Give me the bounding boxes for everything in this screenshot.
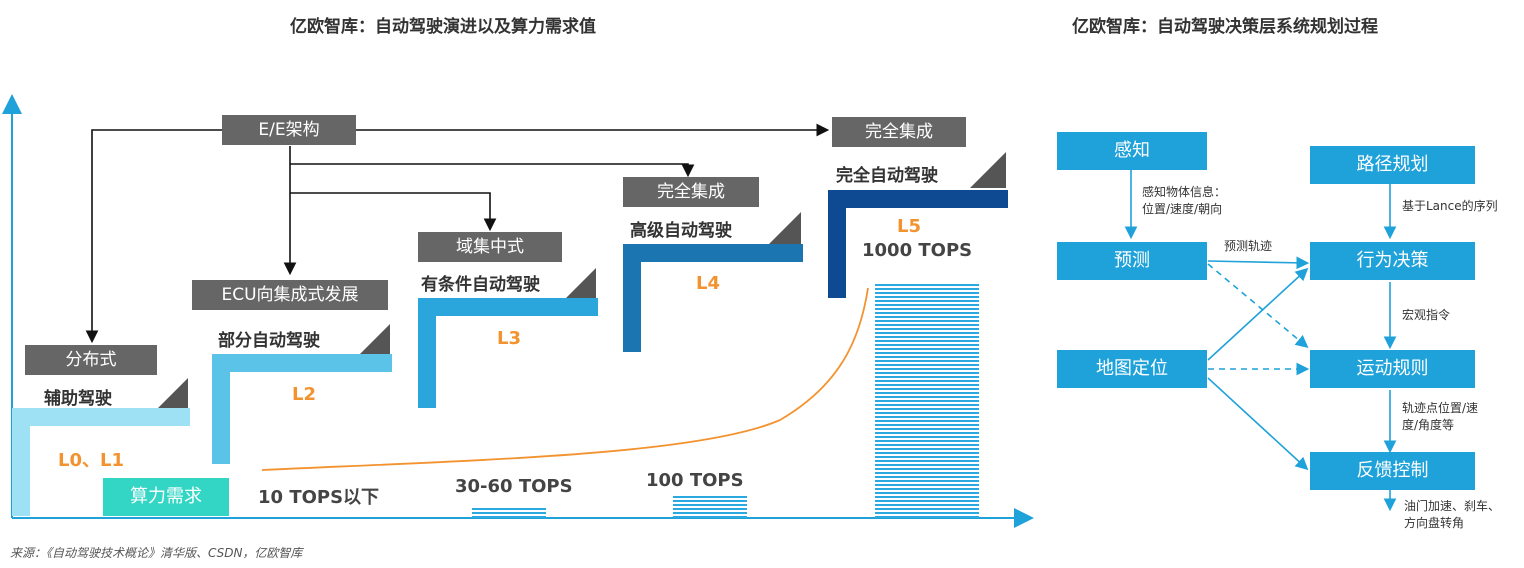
flow-label-perception-info-2: 位置/速度/朝向 bbox=[1142, 202, 1223, 216]
compute-value-1000: 1000 TOPS bbox=[862, 240, 973, 261]
level-name-l2: 部分自动驾驶 bbox=[218, 331, 320, 351]
step-l3 bbox=[418, 268, 598, 408]
step-l2 bbox=[212, 324, 392, 464]
flow-arrows bbox=[1124, 170, 1397, 512]
flow-label-control-outputs-2: 方向盘转角 bbox=[1404, 516, 1465, 530]
compute-growth-curve bbox=[261, 287, 869, 471]
compute-bar-1000 bbox=[875, 282, 979, 518]
flow-label-macro-command: 宏观指令 bbox=[1402, 308, 1451, 322]
compute-demand-label: 算力需求 bbox=[103, 478, 229, 516]
compute-value-10: 10 TOPS以下 bbox=[258, 487, 380, 508]
flow-perception-box: 感知 bbox=[1057, 132, 1207, 170]
flow-label-perception-info-1: 感知物体信息： bbox=[1142, 185, 1227, 199]
step-l5 bbox=[828, 152, 1008, 298]
flow-feedback-control-box: 反馈控制 bbox=[1310, 452, 1475, 490]
compute-bar-100 bbox=[673, 494, 747, 518]
level-name-l3: 有条件自动驾驶 bbox=[421, 275, 540, 295]
flow-route-planning-box: 路径规划 bbox=[1310, 146, 1475, 184]
level-code-l3: L3 bbox=[497, 328, 521, 349]
flow-label-predicted-trajectory: 预测轨迹 bbox=[1224, 239, 1273, 253]
ecu-integration-box: ECU向集成式发展 bbox=[192, 280, 388, 310]
level-code-l2: L2 bbox=[292, 384, 316, 405]
full-integration-l4-box: 完全集成 bbox=[623, 177, 759, 207]
level-code-l5: L5 bbox=[897, 216, 921, 237]
compute-value-100: 100 TOPS bbox=[646, 470, 744, 491]
distributed-box: 分布式 bbox=[25, 345, 157, 375]
flow-label-control-outputs-1: 油门加速、刹车、 bbox=[1404, 499, 1501, 513]
step-l4 bbox=[623, 212, 803, 352]
level-code-l4: L4 bbox=[696, 273, 720, 294]
left-chart-title: 亿欧智库：自动驾驶演进以及算力需求值 bbox=[290, 17, 596, 37]
step-l0-l1 bbox=[12, 378, 190, 516]
domain-centralized-box: 域集中式 bbox=[418, 232, 562, 262]
flow-label-route-sequence: 基于Lance的序列 bbox=[1402, 199, 1498, 213]
compute-value-30-60: 30-60 TOPS bbox=[455, 476, 573, 497]
level-name-l5: 完全自动驾驶 bbox=[836, 166, 938, 186]
flow-map-localization-box: 地图定位 bbox=[1057, 350, 1207, 388]
flow-behavior-decision-box: 行为决策 bbox=[1310, 242, 1475, 280]
flow-label-trajectory-points-2: 度/角度等 bbox=[1402, 418, 1455, 432]
ee-architecture-box: E/E架构 bbox=[222, 115, 356, 145]
level-code-l0-l1: L0、L1 bbox=[58, 450, 124, 471]
right-chart-title: 亿欧智库：自动驾驶决策层系统规划过程 bbox=[1072, 17, 1378, 37]
ee-connectors bbox=[85, 123, 830, 344]
level-name-l4: 高级自动驾驶 bbox=[630, 221, 732, 241]
flow-motion-planning-box: 运动规则 bbox=[1310, 350, 1475, 388]
source-note: 来源：《自动驾驶技术概论》清华版、CSDN，亿欧智库 bbox=[10, 546, 303, 560]
full-integration-l5-box: 完全集成 bbox=[832, 117, 966, 147]
flow-prediction-box: 预测 bbox=[1057, 242, 1207, 280]
level-name-l0-l1: 辅助驾驶 bbox=[44, 389, 112, 409]
flow-label-trajectory-points-1: 轨迹点位置/速 bbox=[1402, 401, 1479, 415]
compute-bar-30-60 bbox=[472, 508, 546, 518]
